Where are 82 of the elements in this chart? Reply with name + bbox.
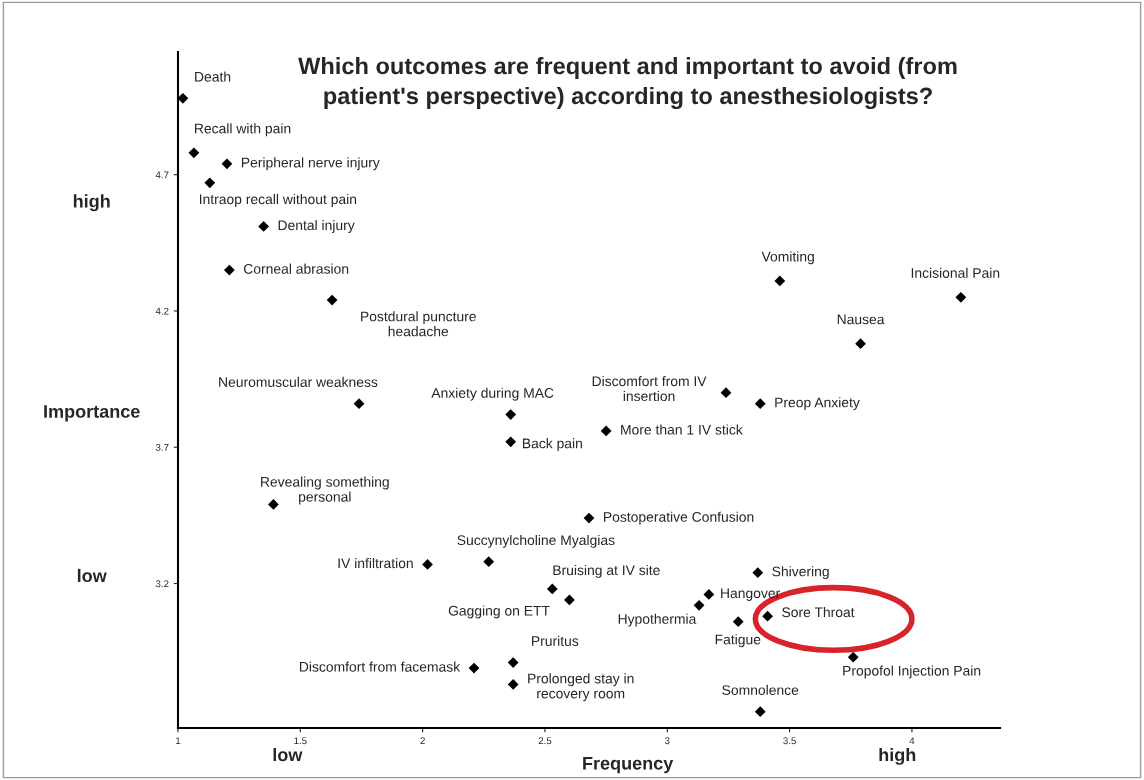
data-label: Dental injury: [278, 219, 355, 233]
text: low: [77, 568, 107, 583]
x-tick-label: 1.5: [294, 737, 307, 745]
data-label: Revealing something personal: [261, 476, 389, 505]
data-label: Death: [195, 71, 231, 82]
text: low: [273, 747, 303, 762]
data-label: Sore Throat: [782, 606, 855, 618]
data-label: Anxiety during MAC: [431, 387, 554, 401]
point: [505, 409, 517, 420]
data-label: Recall with pain: [195, 123, 291, 137]
point: [221, 158, 233, 170]
point: [754, 706, 766, 718]
data-label: Discomfort from facemask: [299, 661, 461, 672]
data-label: Somnolence: [722, 684, 799, 696]
point: [178, 92, 189, 104]
point: [507, 657, 519, 668]
x-tick-label: 3.5: [783, 737, 796, 745]
y-tick-label: 4.2: [155, 307, 169, 315]
data-label: Fatigue: [715, 634, 761, 648]
data-label: Nausea: [837, 314, 885, 325]
text: high: [73, 194, 110, 212]
data-label: Prolonged stay in recovery room: [528, 673, 634, 702]
x-tick-label: 1: [176, 737, 181, 745]
data-label: Peripheral nerve injury: [241, 157, 380, 171]
data-label: Vomiting: [761, 251, 814, 265]
point: [353, 398, 365, 410]
data-label: Hypothermia: [618, 613, 697, 627]
point: [754, 398, 766, 410]
data-label: Discomfort from IV insertion: [592, 375, 707, 402]
point: [720, 387, 732, 399]
data-label: Incisional Pain: [911, 267, 1000, 278]
x-axis-title: Frequency: [583, 757, 674, 774]
point: [583, 512, 595, 524]
data-label: Bruising at IV site: [553, 564, 660, 578]
point: [258, 221, 269, 232]
point: [507, 679, 519, 690]
data-label: Intraop recall without pain: [199, 193, 357, 207]
point: [762, 610, 773, 622]
data-label: Succynylcholine Myalgias: [457, 534, 615, 548]
point: [774, 275, 786, 287]
data-label: Propofol Injection Pain: [843, 665, 981, 679]
point: [268, 499, 279, 510]
point: [847, 651, 859, 663]
point: [600, 425, 612, 437]
point: [752, 567, 764, 579]
data-label: Shivering: [772, 566, 829, 580]
data-label: More than 1 IV stick: [621, 424, 743, 435]
data-label: Postoperative Confusion: [604, 511, 754, 525]
x-tick-label: 2.5: [538, 737, 552, 745]
point: [732, 616, 744, 628]
point: [204, 177, 216, 189]
y-axis-title: Importance: [44, 405, 140, 422]
y-tick-label: 4.7: [155, 171, 169, 179]
point: [188, 147, 200, 159]
text: Which outcomes are frequent and important to avoid (from patient's perspective) according to anesthesiologists?: [298, 57, 957, 110]
x-tick-label: 3: [664, 737, 670, 745]
data-label: Corneal abrasion: [243, 263, 349, 274]
point: [546, 583, 558, 595]
data-label: Back pain: [522, 438, 582, 452]
data-label: Hangover: [721, 588, 780, 601]
point: [855, 338, 866, 350]
x-tick-label: 4: [909, 737, 915, 745]
text: high: [879, 747, 916, 765]
x-tick-label: 2: [420, 737, 425, 745]
point: [483, 556, 495, 568]
point: [703, 589, 715, 600]
point: [693, 599, 705, 611]
data-label: Pruritus: [532, 635, 579, 646]
point: [224, 264, 235, 276]
point: [564, 594, 575, 606]
point: [955, 291, 967, 303]
point: [422, 559, 433, 570]
data-label: IV infiltration: [338, 557, 413, 569]
data-label: Neuromuscular weakness: [219, 376, 378, 387]
data-label: Postdural puncture headache: [361, 311, 476, 337]
data-label: Gagging on ETT: [448, 605, 550, 619]
y-tick-label: 3.2: [155, 580, 169, 588]
point: [468, 662, 480, 674]
point: [326, 294, 338, 306]
y-tick-label: 3.7: [155, 443, 169, 451]
data-label: Preop Anxiety: [775, 397, 860, 411]
point: [505, 436, 517, 448]
